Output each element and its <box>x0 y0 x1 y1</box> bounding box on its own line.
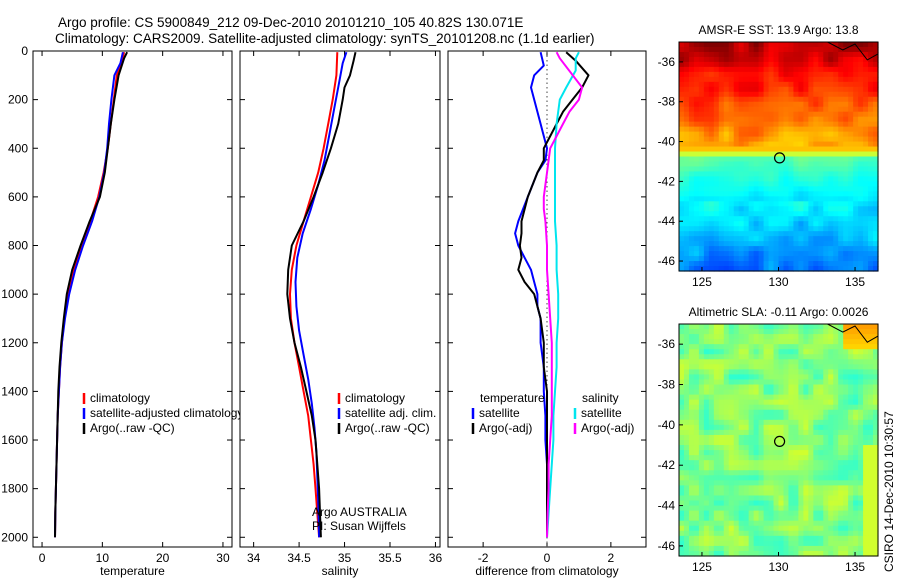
difference-legend-left-1-label: Argo(-adj) <box>479 421 532 435</box>
sst_map-argo-marker <box>773 152 786 164</box>
temperature-ytick-label-7: 1400 <box>1 384 28 398</box>
salinity-legend-0-label: climatology <box>345 391 405 405</box>
temperature-ytick-label-2: 400 <box>8 141 28 155</box>
temperature-legend-1-label: satellite-adjusted climatology <box>90 406 243 420</box>
salinity-legend-1-label: satellite adj. clim. <box>345 406 436 420</box>
salinity-xlabel: salinity <box>322 564 359 578</box>
sst_map-ytick-label-4: -44 <box>658 214 676 228</box>
temperature-xtick-label-2: 20 <box>156 551 170 565</box>
difference-xtick-label-1: 0 <box>544 551 551 565</box>
difference-xtick-label-2: 2 <box>608 551 615 565</box>
figure-title-line1: Argo profile: CS 5900849_212 09-Dec-2010… <box>58 15 523 30</box>
salinity-annotation-1: PI: Susan Wijffels <box>312 519 406 533</box>
salinity-legend-2-label: Argo(..raw -QC) <box>345 421 430 435</box>
temperature-ytick-label-6: 1200 <box>1 336 28 350</box>
sla_map-ytick-label-3: -42 <box>658 458 676 472</box>
sla_map-panel: Altimetric SLA: -0.11 Argo: 0.0026 125 130… <box>658 305 879 574</box>
difference-legend-left-0-label: satellite <box>479 406 520 420</box>
figure-title-line2: Climatology: CARS2009. Satellite-adjuste… <box>55 31 595 46</box>
sla_map-xtick-label-0: 125 <box>692 560 712 574</box>
sst_map-xtick-label-1: 130 <box>768 275 788 289</box>
temperature-ytick-label-9: 1800 <box>1 482 28 496</box>
difference-series-3 <box>542 51 584 538</box>
sla_map-field <box>679 324 879 557</box>
sst_map-title: AMSR-E SST: 13.9 Argo: 13.8 <box>698 23 858 37</box>
difference-xlabel: difference from climatology <box>475 564 618 578</box>
sla_map-ytick-label-4: -44 <box>658 499 676 513</box>
sla_map-ytick-label-0: -36 <box>658 337 676 351</box>
difference-legend-right-header: salinity <box>582 391 619 405</box>
temperature-legend-0-label: climatology <box>90 391 150 405</box>
sst_map-ytick-label-3: -42 <box>658 174 676 188</box>
temperature-ytick-label-4: 800 <box>8 239 28 253</box>
salinity-annotation-0: Argo AUSTRALIA <box>312 505 407 519</box>
temperature-series-2 <box>54 51 128 538</box>
salinity-xtick-label-4: 36 <box>429 551 443 565</box>
difference-legend-left-header: temperature <box>480 391 545 405</box>
temperature-legend-2-label: Argo(..raw -QC) <box>90 421 175 435</box>
temperature-xtick-label-3: 30 <box>216 551 230 565</box>
difference-legend-right-1-label: Argo(-adj) <box>581 421 634 435</box>
temperature-ytick-label-10: 2000 <box>1 530 28 544</box>
sst_map-xtick-label-2: 135 <box>845 275 865 289</box>
temperature-panel: 0 10 20 30 0 200 400 600 800 1000 1200 1400 1600 1800… <box>1 44 243 578</box>
sla_map-ytick-label-1: -38 <box>658 378 676 392</box>
temperature-xtick-label-1: 10 <box>96 551 110 565</box>
temperature-xtick-label-0: 0 <box>39 551 46 565</box>
sst_map-coastline <box>827 41 879 61</box>
difference-xtick-label-0: -2 <box>478 551 489 565</box>
salinity-xtick-label-1: 34.5 <box>287 551 311 565</box>
sst_map-ytick-label-2: -40 <box>658 135 676 149</box>
sst_map-ytick-label-5: -46 <box>658 254 676 268</box>
temperature-ytick-label-3: 600 <box>8 190 28 204</box>
temperature-ytick-label-8: 1600 <box>1 433 28 447</box>
sla_map-ytick-label-2: -40 <box>658 418 676 432</box>
sla_map-xtick-label-1: 130 <box>768 560 788 574</box>
temperature-xlabel: temperature <box>100 564 165 578</box>
sst_map-ytick-label-0: -36 <box>658 55 676 69</box>
sla_map-ytick-label-5: -46 <box>658 539 676 553</box>
temperature-ytick-label-5: 1000 <box>1 287 28 301</box>
salinity-xtick-label-0: 34 <box>247 551 261 565</box>
sst_map-field <box>679 42 879 272</box>
difference-series-2 <box>546 51 580 538</box>
salinity-xtick-label-2: 35 <box>338 551 352 565</box>
difference-legend-right-0-label: satellite <box>581 406 622 420</box>
sla_map-xtick-label-2: 135 <box>845 560 865 574</box>
salinity-series-0 <box>289 52 339 538</box>
difference-series-1 <box>517 51 590 538</box>
temperature-frame <box>32 50 233 548</box>
salinity-panel: 34 34.5 35 35.5 36 salinity climatologysatelli… <box>239 50 443 578</box>
salinity-xtick-label-3: 35.5 <box>378 551 402 565</box>
sst_map-xtick-label-0: 125 <box>692 275 712 289</box>
sla_map-argo-marker <box>773 435 786 448</box>
credit-label: CSIRO 14-Dec-2010 10:30:57 <box>882 411 896 572</box>
sla_map-title: Altimetric SLA: -0.11 Argo: 0.0026 <box>689 305 869 319</box>
sla_map-coastline <box>827 323 879 343</box>
salinity-series-2 <box>286 51 357 538</box>
sst_map-ytick-label-1: -38 <box>658 95 676 109</box>
temperature-ytick-label-0: 0 <box>21 44 28 58</box>
sst_map-panel: AMSR-E SST: 13.9 Argo: 13.8 125 130 135 -36 -… <box>658 23 879 289</box>
temperature-ytick-label-1: 200 <box>8 93 28 107</box>
salinity-frame <box>239 50 441 548</box>
difference-legend: temperature salinitysatelliteArgo(-adj)sa… <box>471 391 634 435</box>
